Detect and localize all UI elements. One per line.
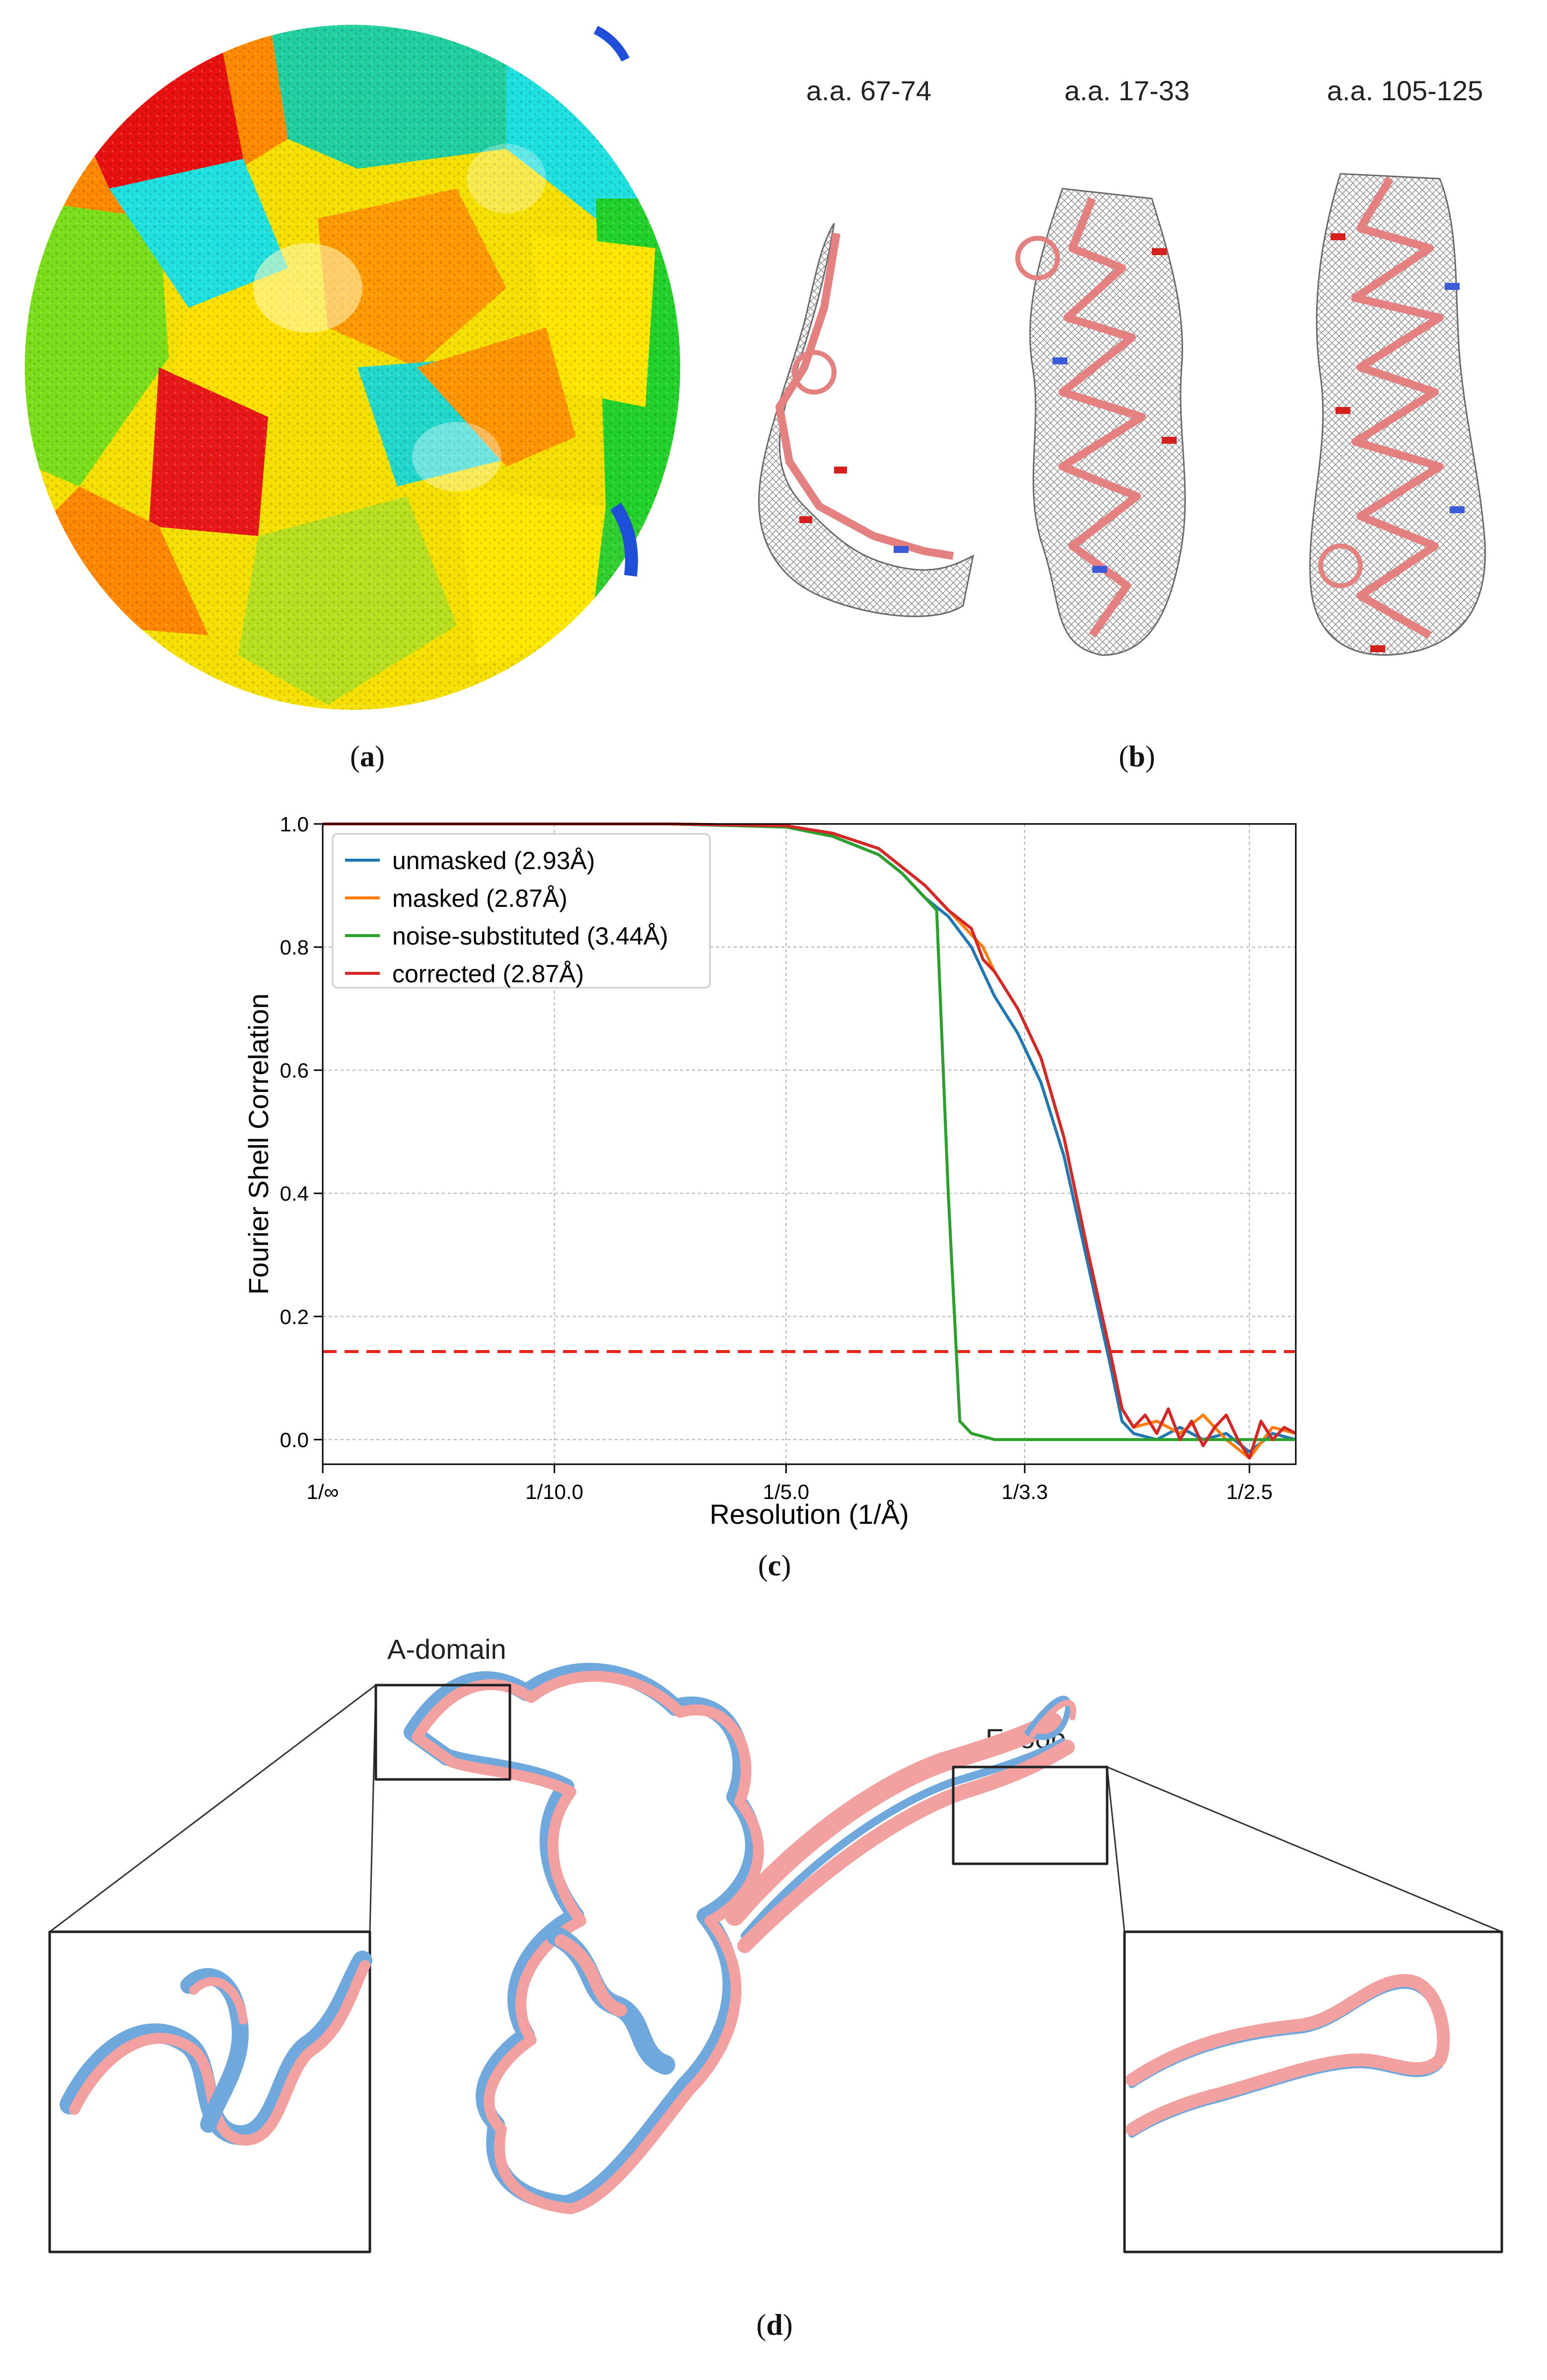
legend-label-masked: masked (2.87Å): [392, 884, 567, 912]
y-tick-label: 0.8: [280, 936, 309, 959]
capsid-density-map: [25, 25, 680, 710]
x-axis-label: Resolution (1/Å): [709, 1498, 909, 1530]
y-tick-label: 0.6: [280, 1059, 309, 1082]
y-tick-label: 0.2: [280, 1305, 309, 1328]
legend-label-unmasked: unmasked (2.93Å): [392, 847, 595, 875]
a-domain-label: A-domain: [387, 1633, 506, 1665]
legend-label-corrected: corrected (2.87Å): [392, 960, 584, 988]
chart-series: [323, 822, 1297, 1460]
legend-label-noise: noise-substituted (3.44Å): [392, 922, 668, 950]
panel-a-label: (a): [350, 740, 385, 773]
panel-b-letter: b: [1128, 740, 1145, 773]
segment-label-2: a.a. 17-33: [1064, 75, 1190, 106]
plot-frame: [322, 823, 1297, 1465]
x-tick-label: 1/10.0: [525, 1480, 583, 1503]
panel-b-label: (b): [1119, 740, 1155, 773]
series-line-corrected: [323, 822, 1297, 1460]
panel-d-letter: d: [766, 2309, 783, 2341]
panel-a: [10, 10, 695, 715]
panel-a-letter: a: [360, 740, 375, 773]
y-tick-label: 0.4: [280, 1182, 309, 1205]
segment-2-density: [1015, 188, 1186, 656]
segment-label-3: a.a. 105-125: [1327, 75, 1483, 106]
chart-ticks: 1/∞ 1/10.0 1/5.0 1/3.3 1/2.5 0.0 0.2 0.4 0.6 0.8 1…: [280, 813, 1273, 1503]
panel-c-label: (c): [758, 1549, 791, 1582]
panel-d-label: (d): [756, 2309, 793, 2341]
panel-b: [745, 159, 1539, 705]
segment-3-density: [1309, 173, 1486, 656]
x-tick-label: 1/2.5: [1226, 1480, 1272, 1503]
x-tick-label: 1/5.0: [763, 1480, 809, 1503]
superposed-models: [48, 1663, 1503, 2253]
chart-legend: unmasked (2.93Å) masked (2.87Å) noise-su…: [332, 833, 711, 989]
fsc-chart: 1/∞ 1/10.0 1/5.0 1/3.3 1/2.5 0.0 0.2 0.4 0.6 0.8 1…: [243, 813, 1297, 1530]
y-tick-label: 1.0: [280, 813, 309, 836]
x-tick-label: 1/∞: [307, 1480, 339, 1503]
panel-d: [0, 1638, 1547, 2283]
segment-1-density: [758, 223, 975, 617]
y-tick-label: 0.0: [280, 1428, 309, 1451]
x-tick-label: 1/3.3: [1001, 1480, 1048, 1503]
panel-c-letter: c: [768, 1549, 781, 1582]
segment-density-fits: [758, 173, 1486, 656]
y-axis-label: Fourier Shell Correlation: [243, 994, 274, 1295]
segment-label-1: a.a. 67-74: [806, 75, 932, 106]
panel-c: 1/∞ 1/10.0 1/5.0 1/3.3 1/2.5 0.0 0.2 0.4 0.6 0.8 1…: [238, 804, 1321, 1578]
